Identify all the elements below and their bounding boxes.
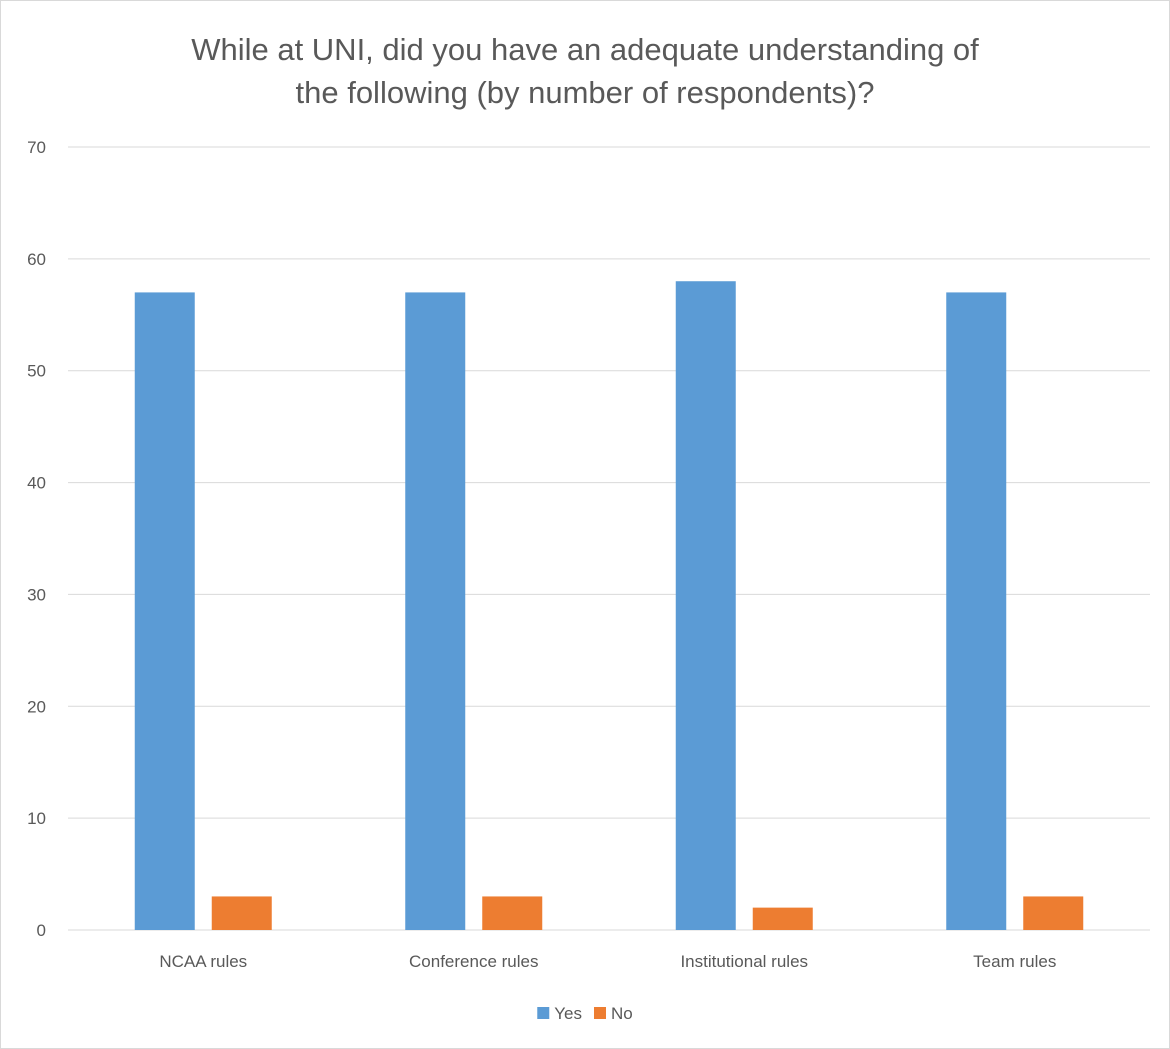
- bar-no-2: [482, 896, 543, 930]
- x-tick-label-3: Institutional rules: [680, 952, 808, 971]
- legend-label-no: No: [611, 1004, 633, 1023]
- y-tick-label-20: 20: [27, 697, 46, 716]
- bar-yes-3: [675, 281, 736, 930]
- y-tick-label-70: 70: [27, 138, 46, 157]
- bar-no-3: [752, 907, 813, 930]
- x-tick-label-4: Team rules: [973, 952, 1056, 971]
- legend-swatch-yes: [537, 1007, 550, 1019]
- chart-title-line-1: While at UNI, did you have an adequate u…: [191, 32, 979, 67]
- y-tick-label-10: 10: [27, 809, 46, 828]
- y-tick-label-50: 50: [27, 362, 46, 381]
- legend-swatch-no: [594, 1007, 606, 1019]
- y-tick-label-60: 60: [27, 250, 46, 269]
- x-tick-label-1: NCAA rules: [159, 952, 247, 971]
- y-tick-label-0: 0: [37, 921, 46, 940]
- bar-no-1: [211, 896, 272, 930]
- chart-title-line-2: the following (by number of respondents)…: [295, 75, 875, 110]
- chart-title: While at UNI, did you have an adequate u…: [0, 28, 1170, 114]
- y-tick-label-30: 30: [27, 585, 46, 604]
- bar-yes-2: [405, 292, 466, 930]
- bar-yes-1: [134, 292, 195, 930]
- bar-yes-4: [946, 292, 1007, 930]
- x-tick-label-2: Conference rules: [409, 952, 538, 971]
- bar-no-4: [1023, 896, 1084, 930]
- y-tick-label-40: 40: [27, 474, 46, 493]
- legend-label-yes: Yes: [554, 1004, 582, 1023]
